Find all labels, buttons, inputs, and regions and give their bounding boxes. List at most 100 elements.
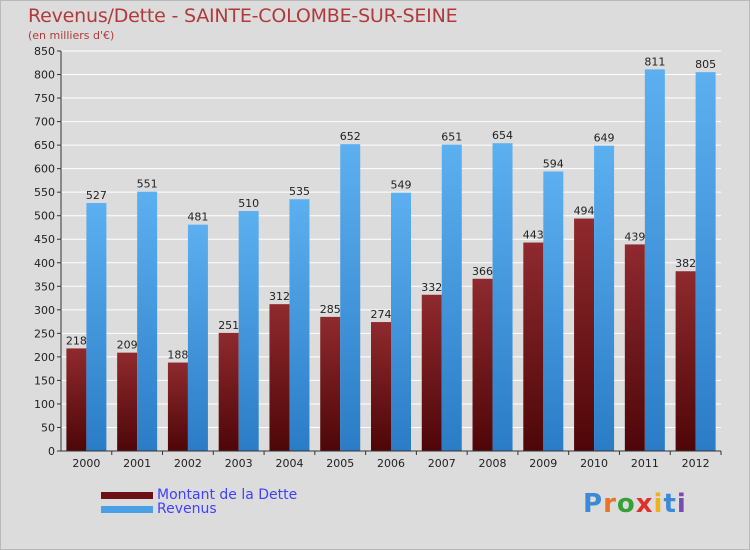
bar-dette <box>472 278 493 451</box>
x-tick-label: 2003 <box>225 457 253 470</box>
bar-revenus <box>86 203 107 451</box>
chart-title: Revenus/Dette - SAINTE-COLOMBE-SUR-SEINE <box>28 5 458 27</box>
x-tick-label: 2008 <box>479 457 507 470</box>
data-label-dette: 188 <box>167 349 188 362</box>
bar-revenus <box>289 199 310 451</box>
y-tick-label: 800 <box>34 69 55 82</box>
x-tick-label: 2010 <box>580 457 608 470</box>
bar-revenus <box>492 143 513 451</box>
bars <box>66 69 716 452</box>
x-tick-label: 2009 <box>529 457 557 470</box>
logo-letter: P <box>583 489 604 519</box>
y-axis-ticks: 0 50 100 150 200 250 300 350 400 450 500 550 600 650 7… <box>34 45 61 458</box>
data-label-revenus: 481 <box>187 211 208 224</box>
legend-label-revenus: Revenus <box>157 501 217 517</box>
y-tick-label: 450 <box>34 233 55 246</box>
x-tick-label: 2001 <box>123 457 151 470</box>
bar-dette <box>117 352 138 451</box>
data-label-dette: 312 <box>269 290 290 303</box>
y-tick-label: 600 <box>34 163 55 176</box>
x-tick-label: 2011 <box>631 457 659 470</box>
data-label-revenus: 594 <box>543 157 564 170</box>
y-tick-label: 50 <box>41 421 55 434</box>
data-label-revenus: 527 <box>86 189 107 202</box>
legend-label-dette: Montant de la Dette <box>157 487 298 503</box>
data-label-dette: 366 <box>472 265 493 278</box>
bar-revenus <box>238 211 259 451</box>
y-tick-label: 700 <box>34 116 55 129</box>
y-tick-label: 150 <box>34 374 55 387</box>
data-label-dette: 332 <box>421 281 442 294</box>
bar-dette <box>167 362 188 451</box>
x-tick-label: 2000 <box>72 457 100 470</box>
data-label-revenus: 535 <box>289 185 310 198</box>
bar-revenus <box>695 72 716 452</box>
x-tick-label: 2002 <box>174 457 202 470</box>
data-label-dette: 218 <box>66 334 87 347</box>
y-tick-label: 500 <box>34 210 55 223</box>
y-tick-label: 850 <box>34 45 55 58</box>
bar-revenus <box>187 224 208 451</box>
logo-letter: i <box>676 489 687 519</box>
data-label-dette: 494 <box>574 205 595 218</box>
bar-dette <box>421 294 442 451</box>
logo-letter: o <box>616 489 636 519</box>
logo-letter: r <box>603 489 617 519</box>
data-label-dette: 439 <box>624 230 645 243</box>
legend-swatch-dette <box>101 491 153 499</box>
y-tick-label: 550 <box>34 186 55 199</box>
y-tick-label: 750 <box>34 92 55 105</box>
proxiti-logo: Proxiti <box>583 489 687 519</box>
legend: Montant de la Dette Revenus <box>101 488 297 516</box>
data-label-revenus: 654 <box>492 129 513 142</box>
x-tick-label: 2012 <box>682 457 710 470</box>
data-label-revenus: 510 <box>238 197 259 210</box>
logo-letter: t <box>663 489 677 519</box>
x-tick-label: 2005 <box>326 457 354 470</box>
data-label-revenus: 549 <box>391 179 412 192</box>
y-tick-label: 0 <box>48 445 55 458</box>
data-label-revenus: 651 <box>441 131 462 144</box>
bar-dette <box>574 218 595 451</box>
bar-dette <box>675 271 696 451</box>
bar-revenus <box>441 144 462 451</box>
data-label-revenus: 551 <box>137 178 158 191</box>
x-tick-label: 2006 <box>377 457 405 470</box>
bar-dette <box>218 332 239 451</box>
legend-item-dette: Montant de la Dette <box>101 488 297 502</box>
bar-dette <box>523 242 544 451</box>
y-tick-label: 350 <box>34 280 55 293</box>
data-labels: 218 527 209 551 188 481 251 510 312 535 285 652 274 5… <box>66 55 716 361</box>
x-tick-label: 2004 <box>275 457 303 470</box>
bar-revenus <box>391 192 411 451</box>
data-label-revenus: 811 <box>644 55 665 68</box>
data-label-revenus: 805 <box>695 58 716 71</box>
data-label-dette: 209 <box>117 339 138 352</box>
y-tick-label: 650 <box>34 139 55 152</box>
chart-subtitle: (en milliers d'€) <box>28 29 115 42</box>
bar-revenus <box>340 144 361 452</box>
logo-letter: i <box>653 489 664 519</box>
y-tick-label: 200 <box>34 351 55 364</box>
y-tick-label: 250 <box>34 327 55 340</box>
bar-revenus <box>644 69 665 452</box>
y-tick-label: 400 <box>34 257 55 270</box>
data-label-dette: 285 <box>320 303 341 316</box>
logo-letter: x <box>635 489 654 519</box>
legend-item-revenus: Revenus <box>101 502 297 516</box>
bar-dette <box>269 304 290 451</box>
x-axis-ticks: 2000 2001 2002 2003 2004 2005 2006 2007 2008 2009… <box>72 451 722 470</box>
data-label-dette: 251 <box>218 319 239 332</box>
data-label-revenus: 652 <box>340 130 361 143</box>
data-label-revenus: 649 <box>594 132 615 145</box>
y-tick-label: 300 <box>34 304 55 317</box>
x-tick-label: 2007 <box>428 457 456 470</box>
bar-dette <box>371 322 391 451</box>
data-label-dette: 382 <box>675 257 696 270</box>
legend-swatch-revenus <box>101 505 153 513</box>
y-tick-label: 100 <box>34 398 55 411</box>
bar-revenus <box>543 171 564 451</box>
data-label-dette: 274 <box>371 308 392 321</box>
